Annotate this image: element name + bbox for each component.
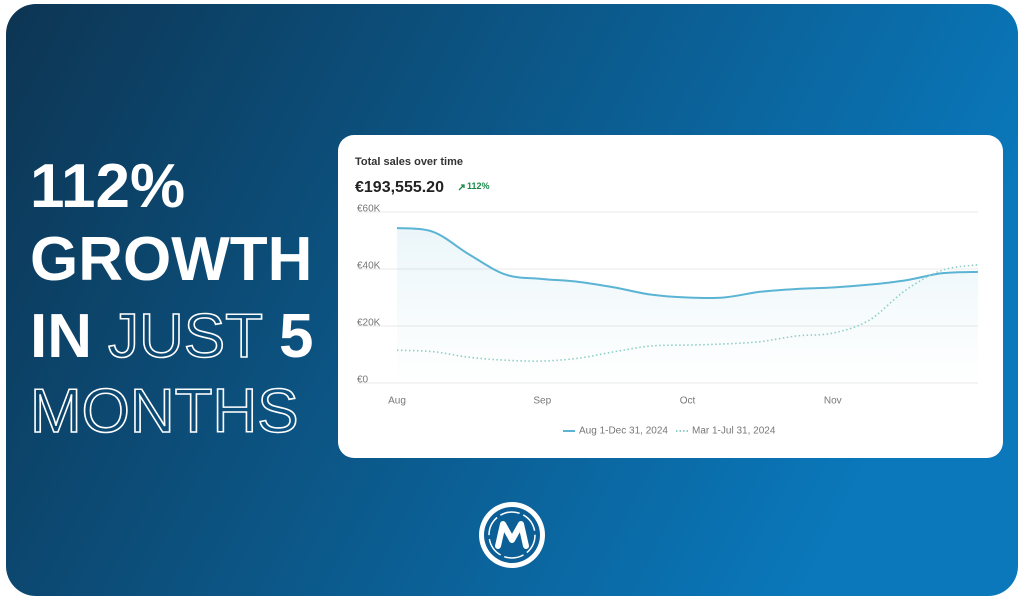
headline-word: 5 [279, 302, 313, 371]
y-tick-label: €60K [357, 204, 381, 215]
headline: 112% [30, 152, 185, 221]
area [397, 227, 978, 383]
legend-label: Mar 1-Jul 31, 2024 [692, 426, 776, 437]
y-tick-label: €40K [357, 261, 381, 272]
y-tick-label: €20K [357, 318, 381, 329]
headline-word: IN [30, 302, 92, 371]
headline: GROWTH [30, 225, 312, 294]
headline-word: JUST [108, 302, 263, 371]
change: 112% [467, 181, 490, 191]
logo [488, 511, 536, 559]
x-tick-label: Sep [533, 396, 551, 407]
x-tick-label: Aug [388, 396, 406, 407]
headline: IN JUST 5 [30, 302, 313, 371]
x-tick-label: Nov [824, 396, 842, 407]
headline: MONTHS [30, 377, 299, 446]
plot: €0 €20K €40K €60K Aug Sep Oct Nov Aug 1-Dec 31, … [357, 204, 979, 437]
total: €193,555.20 [355, 179, 444, 196]
legend-label: Aug 1-Dec 31, 2024 [579, 426, 668, 437]
up-arrow [458, 184, 465, 191]
chart-title: Total sales over time [355, 156, 463, 168]
x-tick-label: Oct [680, 396, 696, 407]
line [396, 263, 979, 362]
y-tick-label: €0 [357, 375, 369, 386]
logo-mark [495, 521, 529, 549]
line [396, 226, 979, 300]
